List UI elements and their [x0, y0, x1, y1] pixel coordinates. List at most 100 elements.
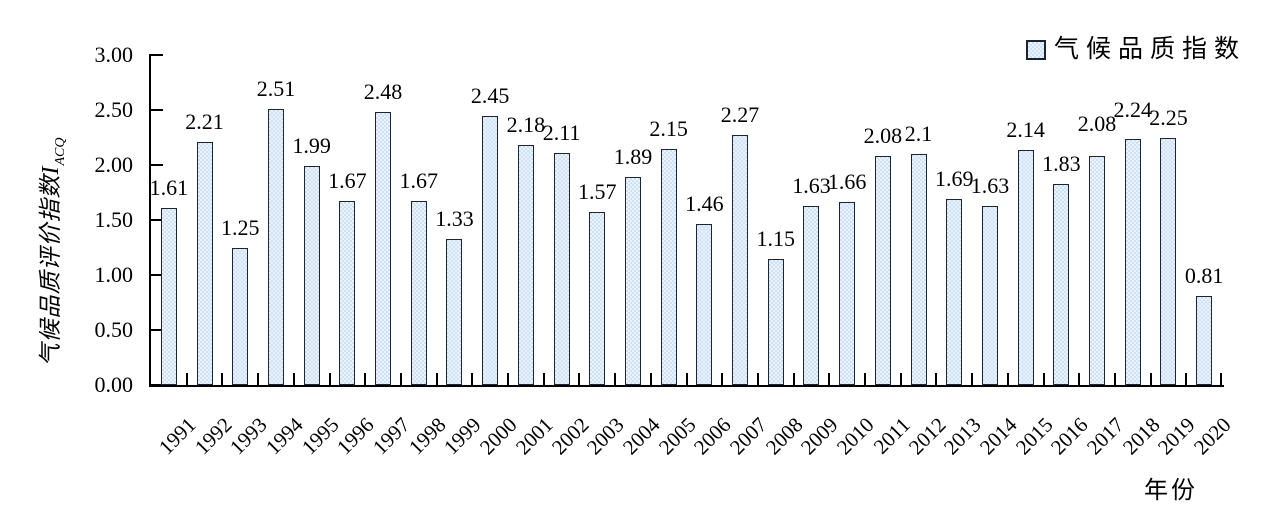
bar-1998: [410, 201, 427, 385]
x-tick-label-2016: 2016: [1046, 412, 1093, 460]
bar-2003: [589, 212, 606, 385]
x-axis-tick: [1042, 373, 1045, 385]
x-tick-label-2001: 2001: [510, 412, 558, 460]
value-label-1993: 1.25: [221, 214, 260, 240]
value-label-2016: 1.83: [1042, 150, 1081, 176]
value-label-1992: 2.21: [185, 108, 224, 134]
value-label-2017: 2.08: [1077, 111, 1117, 137]
y-axis-tick: [151, 329, 163, 331]
x-axis-tick: [399, 373, 402, 385]
x-tick-label-1996: 1996: [332, 412, 379, 460]
x-axis-tick: [185, 373, 188, 385]
x-axis-title: 年份: [1144, 478, 1198, 504]
x-tick-label-2007: 2007: [724, 412, 772, 460]
y-axis-tick: [151, 109, 163, 111]
bar-2009: [803, 205, 820, 385]
bar-2000: [482, 115, 499, 385]
value-label-2002: 2.11: [542, 119, 581, 145]
bar-2015: [1017, 149, 1034, 385]
x-axis-tick: [542, 373, 545, 385]
x-axis-tick: [328, 373, 331, 385]
bar-2010: [839, 202, 856, 385]
y-tick-label: 3.00: [94, 42, 134, 67]
x-tick-label-2004: 2004: [617, 412, 665, 460]
value-label-1994: 2.51: [256, 75, 296, 101]
bar-2013: [946, 199, 963, 385]
bar-2014: [981, 205, 998, 385]
x-axis-tick: [507, 373, 509, 385]
bar-1991: [160, 207, 177, 385]
legend: 气候品质指数: [1026, 37, 1246, 63]
value-label-2008: 1.15: [756, 225, 796, 251]
x-axis-tick: [578, 373, 581, 385]
bar-1996: [339, 201, 356, 385]
bar-2012: [910, 154, 927, 385]
x-tick-label-2006: 2006: [689, 412, 736, 460]
x-tick-label-1991: 1991: [153, 412, 201, 460]
bar-2006: [696, 224, 713, 385]
value-label-2020: 0.81: [1184, 262, 1224, 288]
value-label-1996: 1.67: [328, 168, 367, 194]
x-axis-tick: [864, 373, 866, 385]
x-tick-label-1993: 1993: [225, 412, 272, 460]
y-axis-line: [149, 54, 151, 387]
x-axis-tick: [221, 373, 224, 385]
value-label-2015: 2.14: [1006, 116, 1045, 142]
bar-2008: [767, 258, 784, 385]
y-axis-tick: [151, 164, 163, 166]
y-tick-label: 0.00: [94, 372, 134, 397]
value-label-2010: 1.66: [827, 169, 867, 195]
x-axis-tick: [828, 373, 831, 385]
x-tick-label-2005: 2005: [653, 412, 701, 460]
y-tick-label: 1.50: [94, 207, 134, 232]
x-axis-tick: [721, 373, 724, 385]
value-label-2004: 1.89: [613, 144, 653, 170]
x-tick-label-1992: 1992: [189, 412, 237, 460]
bar-2020: [1196, 295, 1213, 385]
value-label-2014: 1.63: [970, 172, 1010, 198]
value-label-2005: 2.15: [649, 115, 688, 141]
y-axis-title: 气候品质评价指数IACQ: [31, 138, 69, 367]
x-axis-tick: [1006, 373, 1009, 385]
y-axis-title-symbol-subscript: ACQ: [52, 137, 68, 166]
x-tick-label-2017: 2017: [1081, 412, 1129, 460]
y-axis-tick: [151, 274, 163, 276]
x-axis-tick: [1185, 373, 1188, 385]
plot-area: 0.00 0.50 1.00 1.50 2.00 2.50 3.00 1.61 1991 2.21…: [95, 42, 1236, 459]
x-axis-tick: [685, 373, 688, 385]
x-axis-tick: [792, 373, 795, 385]
x-axis-tick: [649, 373, 652, 385]
x-axis-tick: [1149, 373, 1152, 385]
y-tick-label: 1.00: [94, 262, 134, 287]
x-tick-label-2009: 2009: [796, 412, 844, 460]
x-axis-tick: [364, 373, 367, 385]
bar-1999: [446, 238, 463, 385]
value-label-2007: 2.27: [720, 102, 760, 128]
bar-2011: [874, 156, 891, 385]
value-label-2000: 2.45: [470, 82, 510, 108]
value-label-2001: 2.18: [506, 112, 546, 138]
x-axis-tick: [257, 373, 260, 385]
value-label-1995: 1.99: [292, 133, 331, 159]
bar-1993: [232, 247, 249, 385]
bar-1995: [303, 166, 320, 385]
x-axis-line: [149, 385, 1224, 387]
y-axis-tick: [151, 219, 163, 221]
x-tick-label-1994: 1994: [260, 412, 308, 460]
y-tick-label: 0.50: [94, 317, 134, 342]
x-tick-label-1995: 1995: [296, 412, 344, 460]
bar-1997: [375, 112, 392, 385]
bar-1992: [196, 141, 213, 385]
legend-label: 气候品质指数: [1054, 36, 1247, 63]
x-axis-tick: [614, 373, 617, 385]
x-tick-label-2003: 2003: [582, 412, 629, 460]
x-axis-tick: [1220, 373, 1222, 385]
x-tick-label-2014: 2014: [974, 412, 1022, 460]
bar-2019: [1160, 137, 1177, 385]
bar-2007: [732, 135, 749, 385]
legend-swatch-icon: [1026, 40, 1046, 60]
x-axis-tick: [899, 373, 902, 385]
x-axis-tick: [1113, 373, 1116, 385]
bar-2001: [517, 145, 534, 385]
